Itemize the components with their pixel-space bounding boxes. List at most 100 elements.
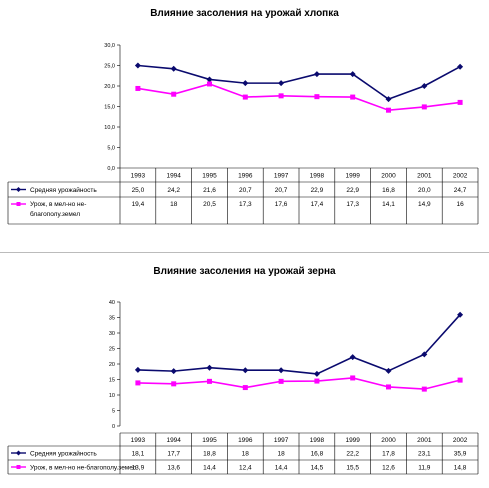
data-point [242, 80, 249, 87]
data-point [314, 94, 320, 100]
x-category-label: 1999 [345, 437, 360, 444]
series-line [137, 64, 461, 101]
data-table-value: 22,9 [311, 187, 324, 194]
data-table-value: 16,8 [311, 451, 324, 458]
data-table-value: 15,5 [346, 465, 359, 472]
data-point [134, 366, 141, 373]
data-table-value: 20,0 [418, 187, 431, 194]
data-point [242, 94, 248, 100]
chart-cotton-svg: 0,0 5,0 10,0 15,0 20,0 25,0 30,0 1993 1994 1995 19… [7, 43, 479, 225]
data-table-value: 17,6 [275, 201, 288, 208]
x-category-label: 1995 [202, 437, 217, 444]
data-point [421, 386, 427, 392]
legend-swatch-marker [16, 187, 21, 192]
y-tick-label: 25,0 [104, 64, 115, 70]
data-point [206, 76, 213, 83]
x-category-label: 2002 [453, 437, 468, 444]
x-category-label: 2001 [417, 437, 432, 444]
x-category-label: 1994 [166, 437, 181, 444]
chart-grain-svg: 0 5 10 15 20 25 30 35 40 1993 1994 1995 1996 1997 1998… [7, 300, 479, 475]
x-category-label: 2002 [453, 173, 468, 180]
y-tick-label: 30,0 [104, 43, 115, 49]
y-tick-label: 20,0 [104, 84, 115, 90]
y-tick-label: 25 [109, 347, 115, 353]
x-category-label: 2001 [417, 173, 432, 180]
data-table-value: 20,7 [239, 187, 252, 194]
data-table-value: 24,7 [454, 187, 467, 194]
data-point [207, 81, 212, 87]
data-point [313, 71, 320, 78]
data-point [170, 65, 177, 72]
data-point [421, 104, 427, 110]
data-table-value: 24,2 [167, 187, 180, 194]
y-tick-label: 10,0 [104, 125, 115, 131]
data-table-value: 14,4 [203, 465, 216, 472]
series-line [137, 314, 461, 375]
data-table-value: 14,5 [311, 465, 324, 472]
data-point [242, 385, 248, 391]
data-table-value: 12,6 [382, 465, 395, 472]
y-tick-label: 5,0 [107, 146, 115, 152]
data-table-value: 16 [456, 201, 464, 208]
data-point [457, 63, 464, 70]
data-table-value: 20,7 [275, 187, 288, 194]
chart-separator [0, 252, 489, 253]
data-point [134, 62, 141, 69]
data-point [386, 107, 391, 113]
data-point [350, 375, 356, 381]
legend-swatch-marker [16, 450, 21, 456]
data-table-value: 14,9 [418, 201, 431, 208]
data-point [171, 91, 177, 97]
legend-label: Урож, в мел-но не-благополу.земел [30, 464, 137, 472]
x-category-label: 1995 [202, 173, 217, 180]
data-point [457, 99, 463, 105]
legend-label: Средняя урожайность [30, 450, 97, 458]
y-tick-label: 20 [109, 362, 115, 368]
data-table-value: 17,8 [382, 451, 395, 458]
y-tick-label: 15 [109, 378, 115, 384]
data-point [206, 364, 213, 371]
data-point [385, 96, 392, 103]
data-point [349, 354, 356, 361]
data-table-value: 12,4 [239, 465, 252, 472]
data-table-value: 22,2 [346, 451, 359, 458]
data-table-value: 18 [277, 451, 285, 458]
data-point [207, 378, 212, 384]
data-table-value: 18,1 [132, 451, 145, 458]
data-point [457, 377, 463, 383]
series-line [137, 377, 461, 390]
data-table-value: 18 [242, 451, 250, 458]
legend-label: благополу.земел [30, 210, 80, 218]
data-table-value: 16,8 [382, 187, 395, 194]
data-point [421, 351, 428, 358]
data-table-value: 13,9 [132, 465, 145, 472]
x-category-label: 1996 [238, 437, 253, 444]
data-table-value: 14,8 [454, 465, 467, 472]
y-tick-label: 35 [109, 316, 115, 322]
data-table-value: 17,3 [239, 201, 252, 208]
legend-label: Урож, в мел-но не- [30, 201, 86, 208]
data-point [421, 83, 428, 89]
data-point [314, 378, 320, 384]
data-point [457, 311, 464, 318]
x-category-label: 2000 [381, 173, 396, 180]
data-point [135, 85, 141, 91]
data-table-value: 25,0 [132, 187, 145, 194]
data-table-value: 18,8 [203, 451, 216, 458]
series-line [137, 83, 461, 112]
data-table-value: 17,3 [346, 201, 359, 208]
data-point [278, 93, 284, 99]
chart-cotton: Влияние засоления на урожай хлопка 0,0 5,… [7, 8, 479, 225]
legend-label: Средняя урожайность [30, 186, 97, 194]
data-point [350, 94, 356, 100]
data-table-value: 13,6 [167, 465, 180, 472]
data-point [386, 384, 391, 390]
x-category-label: 1996 [238, 173, 253, 180]
legend-swatch-marker [16, 465, 21, 469]
x-category-label: 1999 [345, 173, 360, 180]
data-table-value: 23,1 [418, 451, 431, 458]
x-category-label: 1998 [310, 437, 325, 444]
data-table-value: 14,4 [275, 465, 288, 472]
y-tick-label: 0 [112, 424, 115, 430]
legend-swatch-marker [16, 202, 21, 206]
